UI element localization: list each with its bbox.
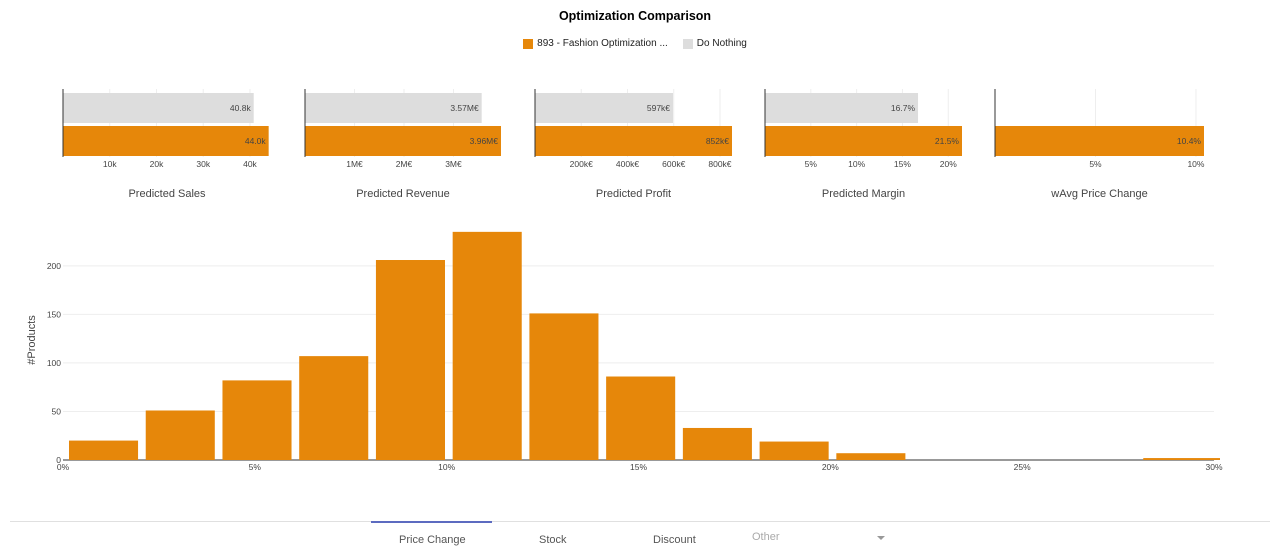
histogram-bar <box>452 231 522 460</box>
chart-subtitle: Predicted Profit <box>596 188 671 200</box>
histogram-bar <box>606 376 676 460</box>
x-tick-label: 10% <box>848 159 865 169</box>
x-tick-label: 10% <box>438 462 455 472</box>
charts-canvas: 10k 20k 30k 40k 40.8k 44.0k Predicted Sales 1M€… <box>26 89 1223 472</box>
data-label: 44.0k <box>245 136 267 146</box>
x-tick-label: 15% <box>630 462 647 472</box>
x-tick-label: 20% <box>940 159 957 169</box>
data-label: 16.7% <box>891 103 916 113</box>
x-tick-label: 25% <box>1014 462 1031 472</box>
chevron-down-icon[interactable] <box>877 536 885 540</box>
legend: 893 - Fashion Optimization ... Do Nothin… <box>0 38 1270 49</box>
bar-do-nothing <box>63 93 254 123</box>
legend-swatch <box>682 38 693 49</box>
tab-price-change[interactable]: Price Change <box>399 534 466 546</box>
x-tick-label: 2M€ <box>396 159 413 169</box>
histogram-bar <box>145 410 215 460</box>
chart-subtitle: Predicted Sales <box>128 188 206 200</box>
x-tick-label: 40k <box>243 159 257 169</box>
legend-label: 893 - Fashion Optimization ... <box>537 38 668 49</box>
data-label: 3.96M€ <box>470 136 499 146</box>
active-tab-indicator <box>371 521 492 523</box>
x-tick-label: 10% <box>1187 159 1204 169</box>
bar-do-nothing <box>305 93 482 123</box>
histogram-bar <box>682 427 752 460</box>
bar-optimization <box>765 126 962 156</box>
x-tick-label: 600k€ <box>662 159 685 169</box>
x-tick-label: 5% <box>249 462 262 472</box>
x-tick-label: 0% <box>57 462 70 472</box>
data-label: 10.4% <box>1177 136 1202 146</box>
tab-discount[interactable]: Discount <box>653 534 696 546</box>
y-tick-label: 0 <box>56 455 61 465</box>
histogram-bar <box>69 440 139 460</box>
histogram-bar <box>375 260 445 460</box>
chart-subtitle: Predicted Margin <box>822 188 905 200</box>
y-tick-label: 150 <box>47 309 61 319</box>
bar-optimization <box>63 126 269 156</box>
histogram-bar <box>529 313 599 460</box>
x-tick-label: 200k€ <box>570 159 593 169</box>
histogram-bar <box>299 356 369 460</box>
data-label: 852k€ <box>706 136 729 146</box>
y-tick-label: 100 <box>47 358 61 368</box>
tab-divider <box>10 521 1270 522</box>
bar-optimization <box>305 126 501 156</box>
x-tick-label: 3M€ <box>445 159 462 169</box>
tab-stock[interactable]: Stock <box>539 534 567 546</box>
x-tick-label: 20% <box>822 462 839 472</box>
x-tick-label: 20k <box>150 159 164 169</box>
x-tick-label: 400k€ <box>616 159 639 169</box>
x-tick-label: 30% <box>1205 462 1222 472</box>
x-tick-label: 800k€ <box>708 159 731 169</box>
other-select[interactable]: Other <box>752 531 780 543</box>
x-tick-label: 1M€ <box>346 159 363 169</box>
chart-subtitle: Predicted Revenue <box>356 188 450 200</box>
histogram-bar <box>222 380 292 460</box>
legend-item-optimization[interactable]: 893 - Fashion Optimization ... <box>523 38 668 49</box>
bar-do-nothing <box>765 93 919 123</box>
histogram-bar <box>759 441 829 460</box>
x-tick-label: 10k <box>103 159 117 169</box>
chart-subtitle: wAvg Price Change <box>1050 188 1147 200</box>
legend-item-do-nothing[interactable]: Do Nothing <box>682 38 747 49</box>
data-label: 40.8k <box>230 103 252 113</box>
data-label: 21.5% <box>935 136 960 146</box>
x-tick-label: 30k <box>196 159 210 169</box>
x-tick-label: 15% <box>894 159 911 169</box>
chart-title: Optimization Comparison <box>558 9 712 23</box>
legend-label: Do Nothing <box>696 38 747 49</box>
bar-optimization <box>995 126 1204 156</box>
y-tick-label: 200 <box>47 261 61 271</box>
bar-do-nothing <box>535 93 674 123</box>
data-label: 3.57M€ <box>450 103 479 113</box>
bar-optimization <box>535 126 732 156</box>
histogram-bar <box>1143 458 1220 460</box>
histogram-bar <box>836 453 906 460</box>
y-axis-label: #Products <box>26 315 38 365</box>
x-tick-label: 5% <box>805 159 818 169</box>
legend-swatch <box>523 38 534 49</box>
data-label: 597k€ <box>647 103 670 113</box>
x-tick-label: 5% <box>1089 159 1102 169</box>
y-tick-label: 50 <box>52 406 62 416</box>
